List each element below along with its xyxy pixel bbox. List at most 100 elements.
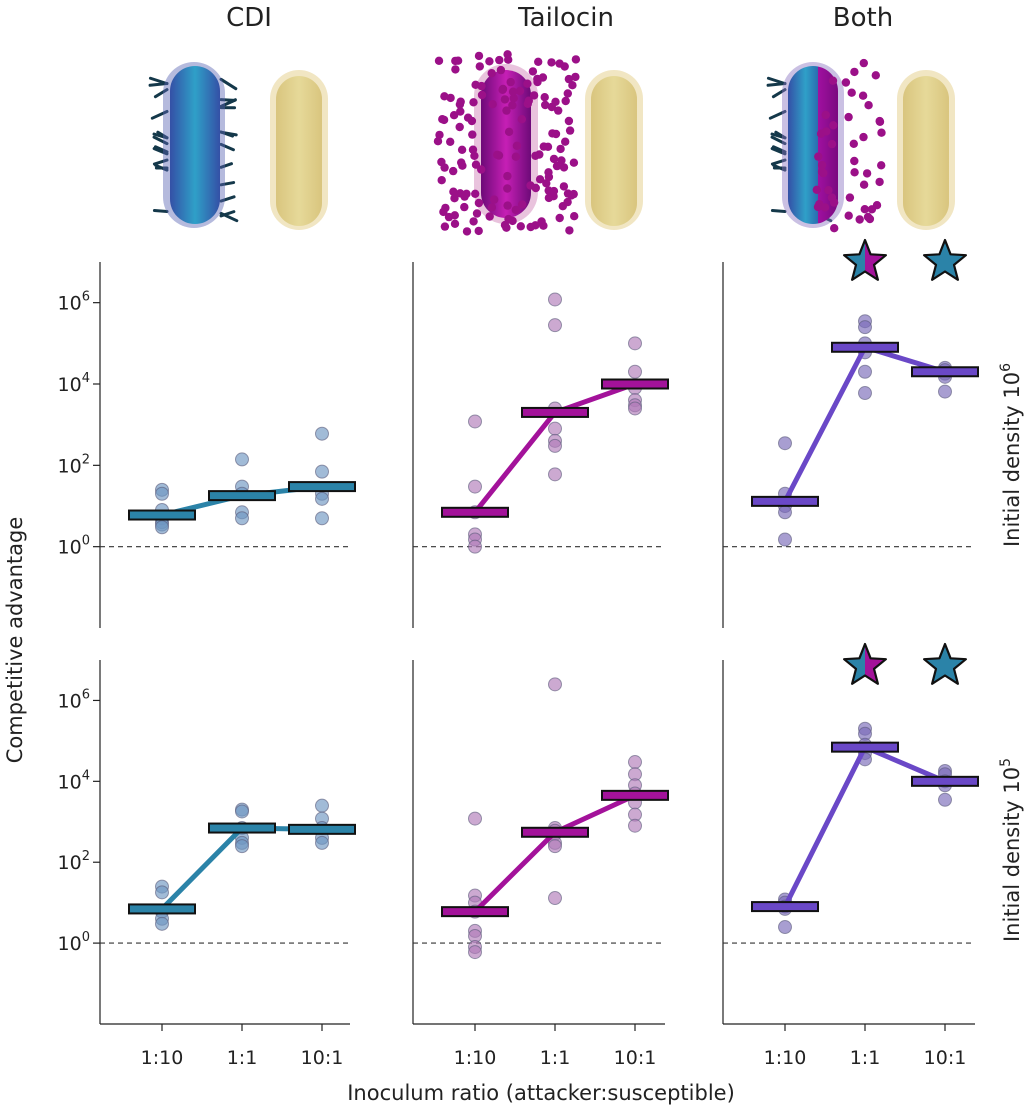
tailocin-particle xyxy=(544,172,554,182)
data-point xyxy=(548,839,562,854)
tailocin-particle xyxy=(563,197,572,207)
mean-bar xyxy=(911,366,979,378)
tailocin-particle xyxy=(828,76,838,85)
data-point xyxy=(628,401,642,416)
data-point xyxy=(155,916,169,931)
tailocin-particle xyxy=(460,192,469,201)
tailocin-particle xyxy=(451,65,460,74)
tailocin-particle xyxy=(860,205,869,214)
mean-bar xyxy=(128,903,196,915)
tailocin-particle xyxy=(500,95,510,104)
column-title-cdi: CDI xyxy=(226,3,272,33)
data-point xyxy=(778,532,792,547)
data-point xyxy=(548,467,562,482)
tailocin-particle xyxy=(455,122,464,132)
tailocin-particle xyxy=(549,186,559,196)
tailocin-particle xyxy=(502,106,511,115)
panel-both-row2: 1:10 1:1 10:1 xyxy=(722,642,979,1069)
tailocin-particle xyxy=(822,127,831,136)
tailocin-particle xyxy=(437,176,446,185)
data-point xyxy=(858,364,872,379)
data-point xyxy=(468,479,482,494)
y-tick-label: 104 xyxy=(58,371,90,396)
cdi-receptor xyxy=(771,145,787,154)
data-point xyxy=(315,798,329,813)
panel-cdi-row2: 1:10 1:1 10:1 100 102 104 106 xyxy=(58,660,356,1069)
data-point xyxy=(628,336,642,351)
tailocin-particle xyxy=(537,217,546,226)
tailocin-particle xyxy=(556,144,565,154)
data-point xyxy=(938,792,952,807)
tailocin-particle xyxy=(872,201,882,210)
susceptible-bacterium-icon xyxy=(585,70,643,230)
susceptible-bacterium-icon xyxy=(270,70,328,230)
tailocin-particle xyxy=(529,91,539,100)
tailocin-particle xyxy=(458,161,467,170)
tailocin-particle xyxy=(564,74,574,84)
cdi-receptor xyxy=(153,88,169,99)
tailocin-particle xyxy=(844,112,853,122)
tailocin-particle xyxy=(534,57,543,66)
y-tick-label: 104 xyxy=(58,768,90,793)
tailocin-particle xyxy=(847,88,856,97)
tailocin-particle xyxy=(864,101,873,110)
cdi-receptor xyxy=(768,109,787,120)
column-title-tailocin: Tailocin xyxy=(517,3,614,33)
tailocin-particle xyxy=(849,139,858,148)
panel-both-row1 xyxy=(722,238,979,628)
tailocin-particle xyxy=(439,207,448,217)
data-point xyxy=(938,384,952,399)
tailocin-particle xyxy=(858,91,868,100)
tailocin-particle xyxy=(568,81,577,90)
cdi-receptor xyxy=(770,147,787,156)
tailocin-particle xyxy=(531,151,540,160)
tailocin-particle xyxy=(850,168,859,177)
tailocin-particle xyxy=(563,89,572,98)
tailocin-particle xyxy=(450,219,460,228)
tailocin-particle xyxy=(841,78,851,87)
tailocin-particle xyxy=(850,67,859,77)
y-tick-label: 102 xyxy=(58,452,90,477)
x-axis-label: Inoculum ratio (attacker:susceptible) xyxy=(347,1081,735,1105)
row-label-top: Initial density 106 xyxy=(998,363,1024,547)
data-point xyxy=(235,804,249,819)
x-tick-label: 10:1 xyxy=(301,1047,344,1069)
y-tick-label: 106 xyxy=(58,290,90,315)
tailocin-particle xyxy=(564,116,574,126)
tailocin-particle xyxy=(503,201,512,210)
cdi-receptor xyxy=(148,76,169,86)
tailocin-particle xyxy=(528,67,538,76)
tailocin-particle xyxy=(474,226,483,236)
tailocin-particle xyxy=(474,51,484,61)
cdi-receptor xyxy=(219,130,238,137)
cdi-receptor xyxy=(150,109,169,120)
tailocin-particle xyxy=(511,152,521,161)
data-point xyxy=(235,839,249,854)
tailocin-particle xyxy=(871,71,880,80)
panel-tailocin-row1 xyxy=(412,262,669,628)
cdi-receptor xyxy=(219,195,236,203)
tailocin-particle xyxy=(552,161,562,171)
tailocin-particle xyxy=(471,189,480,198)
data-point xyxy=(468,811,482,826)
tailocin-particle xyxy=(434,56,444,65)
tailocin-particle xyxy=(539,142,548,151)
mean-bar xyxy=(128,509,196,521)
data-point xyxy=(315,491,329,506)
tailocin-particle xyxy=(813,202,823,212)
tailocin-particle xyxy=(523,79,532,88)
tailocin-particle xyxy=(571,55,581,64)
tailocin-particle xyxy=(827,193,837,202)
tailocin-particle xyxy=(446,137,455,146)
column-title-both: Both xyxy=(833,3,893,33)
tailocin-bacterium-icon xyxy=(433,50,581,236)
tailocin-particle xyxy=(440,222,450,231)
x-tick-label: 1:10 xyxy=(141,1047,184,1069)
data-point xyxy=(628,818,642,833)
tailocin-particle xyxy=(456,107,465,116)
tailocin-particle xyxy=(517,115,526,124)
cdi-receptor xyxy=(152,158,169,166)
x-tick-label: 1:10 xyxy=(764,1047,807,1069)
